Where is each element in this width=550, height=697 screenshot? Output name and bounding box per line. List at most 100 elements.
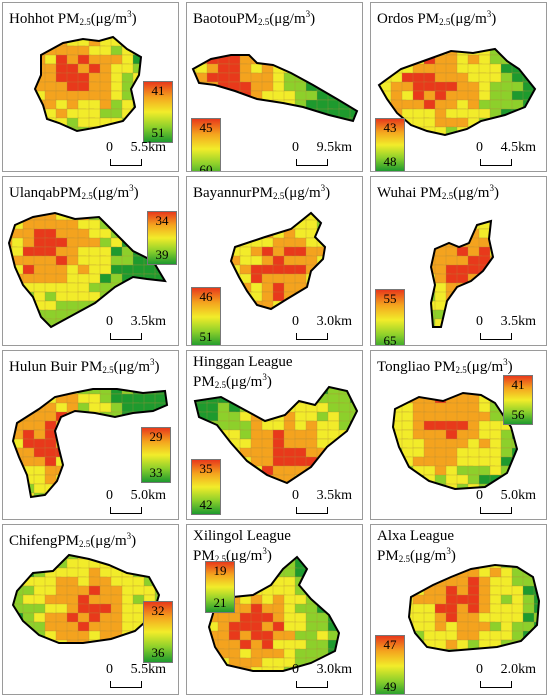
scale-bar-line [480,159,512,166]
scale-end-label: 3.5km [316,488,352,503]
scale-bar: 0 4.5km [476,140,536,166]
district-boundary [33,35,143,133]
panel-title: BaotouPM2.5(μg/m3) [193,7,315,30]
legend-low-value: 42 [199,497,213,512]
pm25-legend: 46 51 [191,287,221,345]
pm25-legend: 41 56 [503,375,533,425]
scale-bar: 0 5.0km [106,488,166,514]
scale-bar: 0 3.5km [476,314,536,340]
scale-bar-line [110,333,142,340]
panel-title-pm: BayannurPM2.5(μg/m3) [193,183,331,201]
pm25-legend: 55 65 [375,289,405,346]
scale-end-label: 4.5km [500,140,536,155]
panel-title: UlanqabPM2.5(μg/m3) [9,181,139,204]
legend-low-value: 60 [199,162,213,172]
scale-bar: 0 3.5km [106,314,166,340]
legend-high-value: 32 [151,603,165,618]
district-boundary [7,211,167,329]
panel-title-line1: Hinggan League [193,354,293,370]
panel-title-pm: Ordos PM2.5(μg/m3) [377,9,497,27]
scale-bar: 0 2.0km [476,662,536,688]
legend-low-value: 39 [155,247,169,262]
scale-end-label: 9.5km [316,140,352,155]
scale-zero-label: 0 [476,314,483,329]
legend-low-value: 33 [149,465,163,480]
scale-bar-line [110,159,142,166]
scale-bar: 0 9.5km [292,140,352,166]
pm25-legend: 47 49 [375,635,405,694]
panel-title-pm: Hohhot PM2.5(μg/m3) [9,9,137,27]
scale-end-label: 3.0km [316,314,352,329]
pm25-legend: 43 48 [375,118,405,171]
legend-low-value: 56 [511,407,525,422]
scale-bar-line [480,333,512,340]
panel-title-pm: Tongliao PM2.5(μg/m3) [377,357,513,375]
legend-low-value: 51 [151,125,165,140]
legend-high-value: 19 [213,563,227,578]
panel-title-pm: Hulun Buir PM2.5(μg/m3) [9,357,160,375]
panel-title: BayannurPM2.5(μg/m3) [193,181,330,204]
map-panel-ulanqab: UlanqabPM2.5(μg/m3) 34 39 [2,176,179,346]
pm25-legend: 45 60 [191,118,221,172]
district-boundary [407,563,541,653]
scale-bar: 0 5.5km [106,662,166,688]
scale-end-label: 3.5km [500,314,536,329]
legend-low-value: 36 [151,645,165,660]
scale-zero-label: 0 [292,488,299,503]
scale-bar-line [296,681,328,688]
panel-title-pm: UlanqabPM2.5(μg/m3) [9,183,139,201]
map-panel-ordos: Ordos PM2.5(μg/m3) 43 48 [370,2,547,172]
map-panel-wuhai: Wuhai PM2.5(μg/m3) 55 65 [370,176,547,346]
map-panel-hulunbuir: Hulun Buir PM2.5(μg/m3) 29 33 [2,350,179,520]
scale-zero-label: 0 [106,662,113,677]
pm25-legend: 35 42 [191,459,221,515]
legend-high-value: 29 [149,429,163,444]
legend-high-value: 46 [199,289,213,304]
scale-zero-label: 0 [106,314,113,329]
district-map-xilingol [207,555,341,672]
scale-zero-label: 0 [106,140,113,155]
map-panel-bayannur: BayannurPM2.5(μg/m3) 46 51 [186,176,363,346]
panel-title-pm: Wuhai PM2.5(μg/m3) [377,183,499,201]
legend-high-value: 41 [511,377,525,392]
district-map-hohhot [33,35,143,133]
scale-zero-label: 0 [292,140,299,155]
panel-title: ChifengPM2.5(μg/m3) [9,529,136,552]
legend-low-value: 48 [383,154,397,169]
legend-high-value: 34 [155,213,169,228]
scale-bar: 0 3.0km [292,314,352,340]
scale-bar: 0 5.5km [106,140,166,166]
district-map-ulanqab [7,211,167,329]
scale-bar-line [296,333,328,340]
scale-end-label: 5.0km [500,488,536,503]
scale-end-label: 5.5km [130,662,166,677]
district-map-bayannur [229,211,327,311]
panel-title: Hinggan League PM2.5(μg/m3) [193,355,293,393]
panel-title-pm: ChifengPM2.5(μg/m3) [9,531,137,549]
district-boundary [391,391,519,491]
scale-bar-line [110,681,142,688]
district-map-wuhai [429,219,495,328]
legend-low-value: 49 [383,679,397,694]
map-panel-alxa: Alxa League PM2.5(μg/m3) 47 49 [370,524,547,695]
map-panel-hohhot: Hohhot PM2.5(μg/m3) 41 51 [2,2,179,172]
scale-end-label: 2.0km [500,662,536,677]
district-map-baotou [191,54,359,123]
panel-title-line1: Xilingol League [193,528,291,544]
legend-high-value: 47 [383,637,397,652]
district-map-chifeng [11,553,161,644]
district-boundary [191,54,359,123]
scale-zero-label: 0 [476,140,483,155]
map-panel-chifeng: ChifengPM2.5(μg/m3) 32 36 [2,524,179,695]
scale-end-label: 3.5km [130,314,166,329]
scale-zero-label: 0 [476,662,483,677]
district-boundary [429,219,495,328]
panel-title: Hulun Buir PM2.5(μg/m3) [9,355,159,378]
pm25-legend: 34 39 [147,211,177,265]
panel-title-line1: Alxa League [377,528,455,544]
legend-low-value: 65 [383,333,397,346]
scale-end-label: 3.0km [316,662,352,677]
scale-zero-label: 0 [476,488,483,503]
scale-bar-line [110,507,142,514]
district-boundary [377,47,537,137]
